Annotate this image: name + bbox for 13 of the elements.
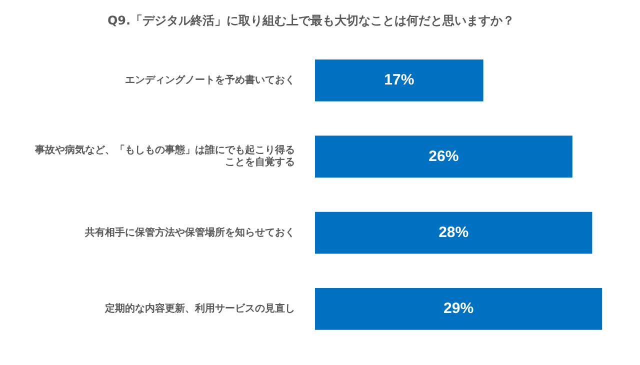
bar [315, 288, 602, 330]
bar [315, 136, 572, 178]
y-tick-label: エンディングノートを予め書いておく [125, 74, 295, 86]
bar [315, 212, 592, 254]
y-tick-label: 定期的な内容更新、利用サービスの見直し [104, 302, 295, 315]
data-label: 28% [438, 224, 469, 241]
data-label: 17% [384, 72, 414, 89]
data-label: 26% [428, 148, 459, 165]
data-label: 29% [444, 300, 474, 318]
y-tick-label: 共有相手に保管方法や保管場所を知らせておく [84, 226, 295, 238]
bar [315, 60, 484, 102]
chart-title: Q9.「デジタル終活」に取り組む上で最も大切なことは何だと思いますか？ [107, 13, 515, 28]
y-tick-label: 事故や病気など、「もしもの事態」は誰にでも起こり得ることを自覚する [34, 144, 295, 168]
